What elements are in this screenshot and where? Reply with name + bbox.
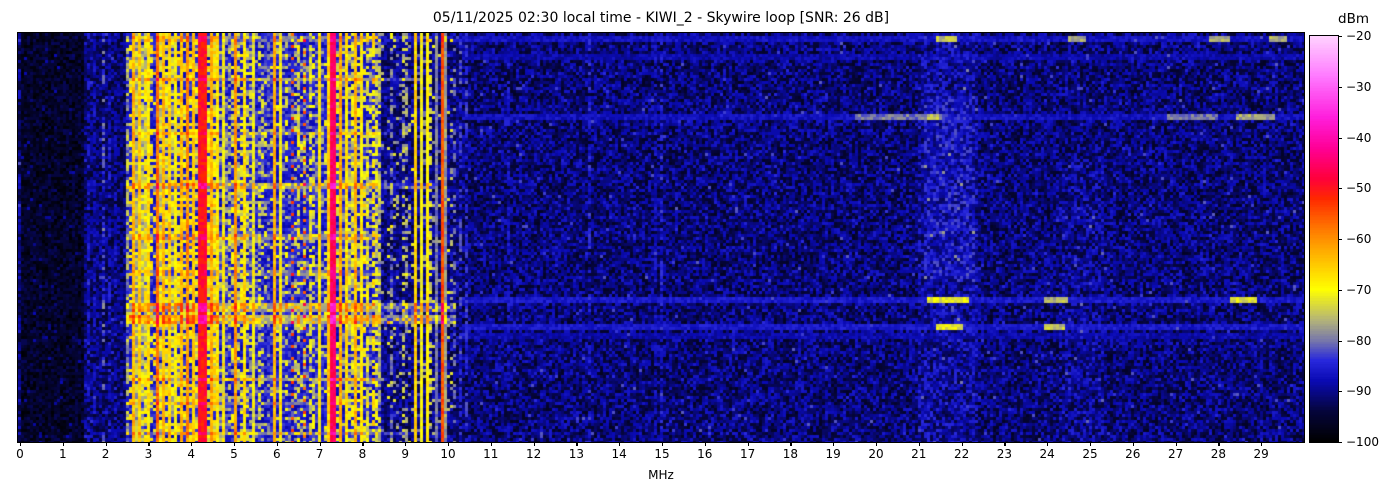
x-tick-mark <box>20 442 22 446</box>
colorbar-tick-label: −80 <box>1346 333 1372 348</box>
x-tick-mark <box>1047 442 1049 446</box>
x-tick-label: 26 <box>1125 447 1141 461</box>
x-tick-label: 12 <box>525 447 542 461</box>
x-tick-label: 9 <box>401 447 410 461</box>
colorbar-tick-label: −40 <box>1346 130 1372 145</box>
chart-title: 05/11/2025 02:30 local time - KIWI_2 - S… <box>432 10 890 26</box>
colorbar <box>1309 35 1339 443</box>
x-tick-mark <box>1261 442 1263 446</box>
colorbar-tick-label: −70 <box>1346 282 1372 297</box>
x-tick-label: 23 <box>996 447 1013 461</box>
x-tick-label: 6 <box>272 447 281 461</box>
x-tick-label: 19 <box>825 447 841 461</box>
x-tick-label: 13 <box>568 447 585 461</box>
colorbar-tick-label: −60 <box>1346 232 1372 246</box>
colorbar-tick-mark <box>1338 239 1342 241</box>
x-tick-label: 28 <box>1210 447 1227 461</box>
x-tick-mark <box>918 442 920 446</box>
colorbar-tick-mark <box>1338 289 1342 291</box>
waterfall-heatmap-canvas <box>18 33 1304 442</box>
x-tick-mark <box>148 442 150 446</box>
x-tick-mark <box>619 442 621 446</box>
x-tick-mark <box>704 442 706 446</box>
spectrogram-plot-area <box>17 32 1305 443</box>
colorbar-tick-mark <box>1338 442 1342 444</box>
x-tick-label: 8 <box>358 447 367 461</box>
x-tick-label: 17 <box>739 447 756 461</box>
x-tick-mark <box>790 442 792 446</box>
x-tick-mark <box>1175 442 1177 446</box>
colorbar-tick-label: −20 <box>1346 29 1372 43</box>
x-tick-label: 15 <box>654 447 670 461</box>
x-tick-mark <box>448 442 450 446</box>
x-tick-mark <box>576 442 578 446</box>
colorbar-gradient-canvas <box>1310 36 1338 442</box>
x-tick-mark <box>1004 442 1006 446</box>
x-tick-mark <box>1090 442 1092 446</box>
colorbar-tick-mark <box>1338 137 1342 139</box>
x-tick-mark <box>276 442 278 446</box>
x-tick-mark <box>1218 442 1220 446</box>
x-tick-mark <box>405 442 407 446</box>
x-tick-label: 21 <box>911 447 927 461</box>
x-tick-mark <box>961 442 963 446</box>
x-tick-mark <box>876 442 878 446</box>
x-tick-mark <box>490 442 492 446</box>
x-tick-mark <box>833 442 835 446</box>
x-tick-label: 2 <box>101 447 110 461</box>
x-tick-label: 24 <box>1039 447 1055 461</box>
x-tick-label: 16 <box>697 447 713 461</box>
x-tick-mark <box>234 442 236 446</box>
x-tick-mark <box>191 442 193 446</box>
x-tick-label: 18 <box>782 447 799 461</box>
colorbar-unit-label: dBm <box>1338 11 1369 27</box>
colorbar-tick-label: −90 <box>1346 384 1372 399</box>
x-axis-label: MHz <box>648 468 674 482</box>
x-tick-mark <box>62 442 64 446</box>
x-tick-label: 14 <box>611 447 627 461</box>
x-tick-mark <box>319 442 321 446</box>
x-tick-label: 1 <box>58 447 67 461</box>
colorbar-tick-mark <box>1338 86 1342 88</box>
x-tick-label: 0 <box>16 447 24 461</box>
x-tick-mark <box>1132 442 1134 446</box>
x-tick-mark <box>747 442 749 446</box>
x-tick-label: 27 <box>1167 447 1184 461</box>
x-tick-label: 25 <box>1082 447 1098 461</box>
colorbar-tick-label: −100 <box>1346 435 1379 449</box>
x-tick-label: 20 <box>868 447 884 461</box>
x-tick-label: 29 <box>1253 447 1269 461</box>
x-tick-label: 3 <box>144 447 153 461</box>
x-tick-mark <box>362 442 364 446</box>
x-tick-label: 10 <box>440 447 456 461</box>
x-tick-label: 11 <box>483 447 499 461</box>
x-tick-label: 4 <box>187 447 196 461</box>
x-tick-label: 22 <box>953 447 970 461</box>
x-tick-label: 5 <box>230 447 238 461</box>
colorbar-tick-mark <box>1338 391 1342 393</box>
x-tick-mark <box>662 442 664 446</box>
x-tick-label: 7 <box>315 447 324 461</box>
x-tick-mark <box>105 442 107 446</box>
colorbar-tick-mark <box>1338 188 1342 190</box>
x-tick-mark <box>533 442 535 446</box>
colorbar-tick-label: −30 <box>1346 79 1372 94</box>
colorbar-tick-label: −50 <box>1346 181 1372 196</box>
colorbar-tick-mark <box>1338 340 1342 342</box>
colorbar-tick-mark <box>1338 36 1342 38</box>
